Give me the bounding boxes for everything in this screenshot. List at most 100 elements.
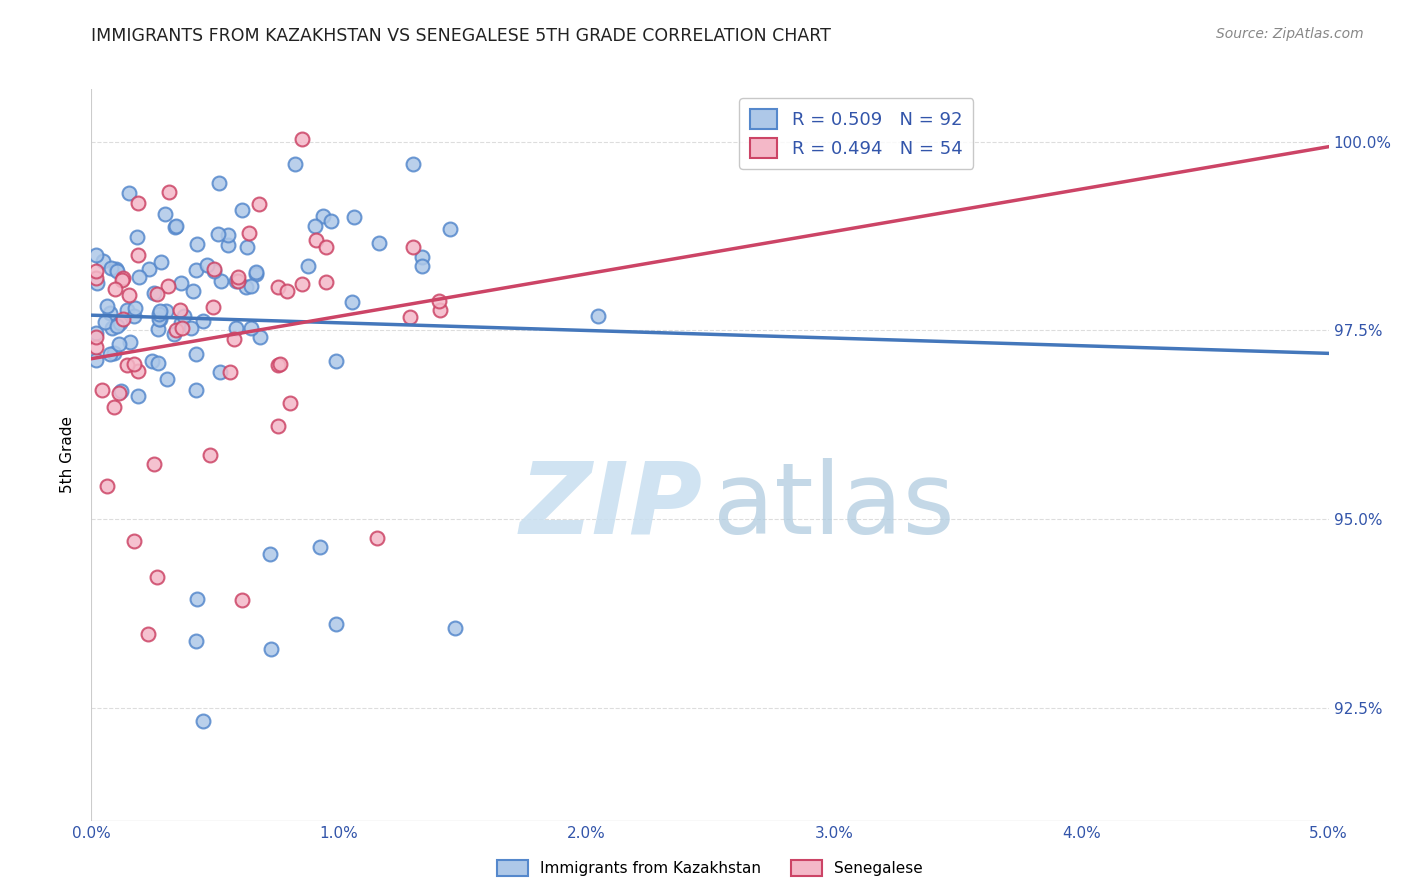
Point bbox=[278, 396, 301, 410]
Point bbox=[104, 262, 127, 277]
Point bbox=[149, 312, 172, 326]
Point bbox=[269, 357, 291, 371]
Point bbox=[586, 310, 609, 324]
Point bbox=[226, 274, 249, 288]
Point bbox=[231, 592, 253, 607]
Point bbox=[198, 448, 221, 462]
Point bbox=[247, 197, 270, 211]
Point bbox=[146, 356, 169, 370]
Point bbox=[110, 384, 132, 398]
Point bbox=[115, 302, 138, 317]
Point bbox=[291, 131, 314, 145]
Point bbox=[149, 304, 172, 318]
Point bbox=[86, 326, 108, 340]
Point bbox=[427, 294, 450, 309]
Point bbox=[180, 321, 202, 335]
Point bbox=[103, 400, 125, 414]
Y-axis label: 5th Grade: 5th Grade bbox=[60, 417, 76, 493]
Point bbox=[86, 330, 108, 344]
Point bbox=[124, 301, 146, 315]
Point bbox=[366, 531, 388, 545]
Point bbox=[217, 227, 239, 242]
Point bbox=[226, 270, 249, 285]
Point bbox=[193, 714, 215, 728]
Point bbox=[207, 227, 229, 242]
Point bbox=[117, 186, 139, 201]
Point bbox=[304, 219, 326, 234]
Point bbox=[340, 294, 363, 309]
Point bbox=[142, 285, 165, 300]
Point bbox=[225, 320, 247, 334]
Point bbox=[368, 236, 391, 251]
Point bbox=[127, 196, 149, 211]
Point bbox=[315, 275, 337, 289]
Point bbox=[96, 300, 118, 314]
Text: IMMIGRANTS FROM KAZAKHSTAN VS SENEGALESE 5TH GRADE CORRELATION CHART: IMMIGRANTS FROM KAZAKHSTAN VS SENEGALESE… bbox=[91, 27, 831, 45]
Point bbox=[127, 248, 149, 262]
Text: ZIP: ZIP bbox=[520, 458, 703, 555]
Point bbox=[104, 281, 127, 295]
Point bbox=[127, 364, 149, 378]
Point bbox=[163, 219, 186, 234]
Point bbox=[111, 273, 134, 287]
Point bbox=[145, 569, 167, 583]
Point bbox=[186, 262, 208, 277]
Point bbox=[101, 321, 124, 335]
Point bbox=[217, 237, 239, 252]
Point bbox=[148, 307, 170, 321]
Point bbox=[439, 221, 461, 235]
Point bbox=[117, 288, 139, 302]
Point bbox=[115, 359, 138, 373]
Point bbox=[136, 627, 159, 641]
Point bbox=[308, 540, 330, 554]
Point bbox=[186, 346, 208, 360]
Point bbox=[276, 284, 298, 298]
Point bbox=[124, 357, 146, 371]
Point bbox=[402, 240, 425, 254]
Point bbox=[170, 276, 193, 290]
Point bbox=[238, 226, 260, 240]
Point bbox=[100, 260, 122, 275]
Point bbox=[209, 274, 232, 288]
Point bbox=[429, 302, 451, 317]
Point bbox=[124, 309, 146, 323]
Point bbox=[236, 240, 259, 254]
Point bbox=[112, 312, 135, 326]
Point bbox=[141, 353, 163, 368]
Point bbox=[195, 258, 218, 272]
Point bbox=[108, 316, 131, 330]
Point bbox=[86, 276, 108, 290]
Point bbox=[86, 352, 108, 367]
Point bbox=[297, 259, 319, 273]
Point bbox=[146, 287, 169, 301]
Point bbox=[304, 233, 326, 247]
Point bbox=[86, 264, 108, 278]
Point bbox=[219, 365, 242, 379]
Point bbox=[143, 457, 166, 471]
Point bbox=[325, 353, 347, 368]
Point bbox=[201, 300, 224, 314]
Point bbox=[112, 271, 135, 285]
Point bbox=[225, 274, 247, 288]
Point bbox=[172, 320, 194, 334]
Point bbox=[86, 248, 108, 262]
Point bbox=[193, 314, 215, 328]
Point bbox=[245, 265, 267, 279]
Point bbox=[209, 365, 232, 379]
Point bbox=[155, 206, 177, 220]
Point bbox=[231, 202, 253, 217]
Point bbox=[267, 280, 290, 294]
Text: atlas: atlas bbox=[713, 458, 955, 555]
Point bbox=[239, 279, 262, 293]
Point bbox=[165, 219, 187, 233]
Point bbox=[224, 332, 246, 346]
Point bbox=[411, 250, 433, 264]
Point bbox=[267, 359, 290, 373]
Point bbox=[402, 157, 425, 171]
Point bbox=[202, 264, 225, 278]
Point bbox=[291, 277, 314, 292]
Point bbox=[202, 261, 225, 276]
Point bbox=[411, 259, 433, 273]
Point bbox=[90, 383, 112, 397]
Point bbox=[93, 315, 115, 329]
